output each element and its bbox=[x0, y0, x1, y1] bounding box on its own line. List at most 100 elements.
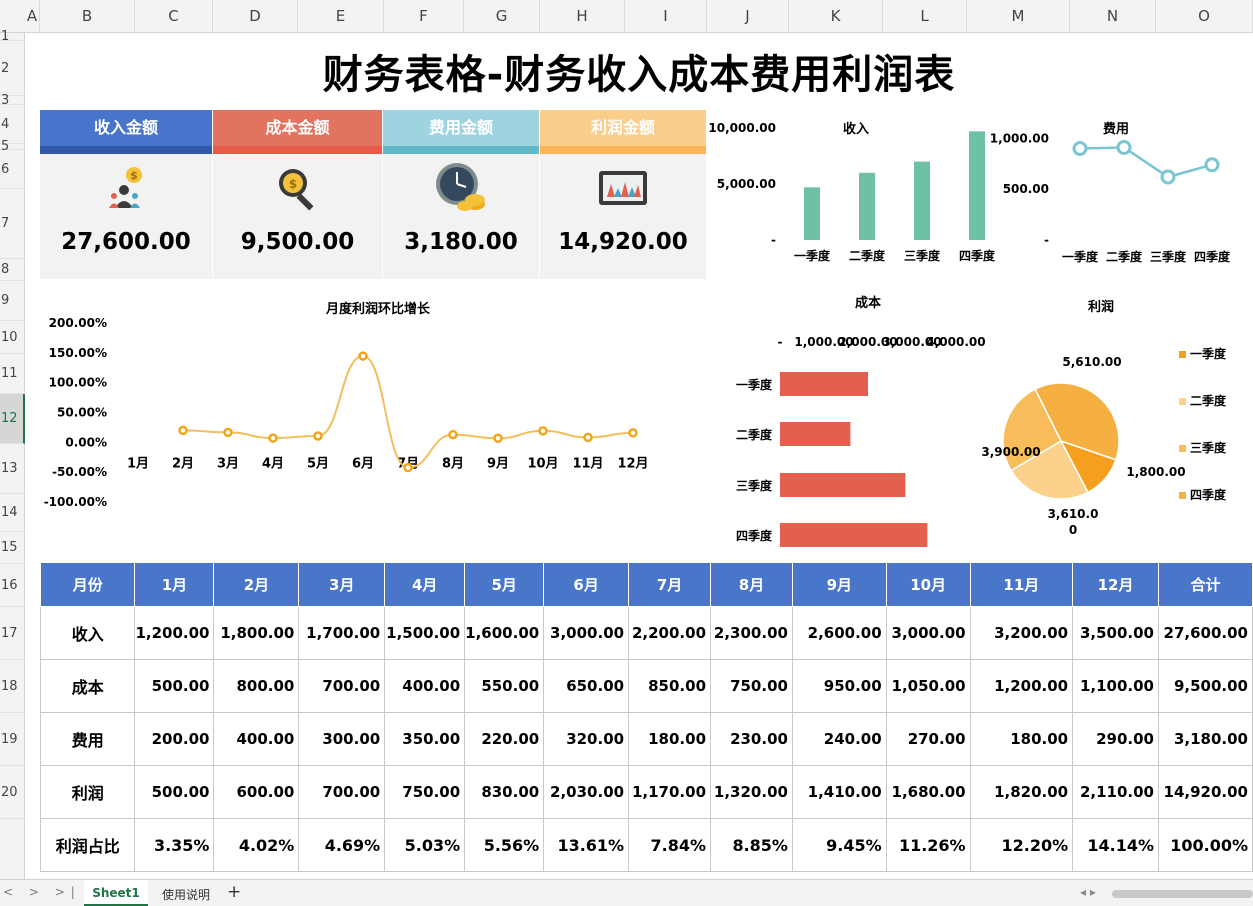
row-header-19[interactable]: 19 bbox=[0, 713, 25, 766]
table-cell[interactable]: 290.00 bbox=[1072, 712, 1159, 766]
table-cell[interactable]: 550.00 bbox=[464, 659, 545, 713]
table-header-cell[interactable]: 8月 bbox=[710, 562, 793, 607]
table-cell[interactable]: 1,200.00 bbox=[969, 659, 1074, 713]
column-header-j[interactable]: J bbox=[707, 0, 789, 33]
table-cell[interactable]: 600.00 bbox=[213, 765, 300, 819]
tab-instructions[interactable]: 使用说明 bbox=[162, 888, 211, 902]
row-header-2[interactable]: 2 bbox=[0, 41, 25, 96]
table-cell[interactable]: 5.03% bbox=[384, 818, 466, 872]
table-cell[interactable]: 200.00 bbox=[134, 712, 215, 766]
table-header-cell[interactable]: 4月 bbox=[384, 562, 466, 607]
table-cell[interactable]: 2,200.00 bbox=[628, 606, 712, 660]
table-cell[interactable]: 11.26% bbox=[885, 818, 971, 872]
table-cell[interactable]: 4.69% bbox=[298, 818, 386, 872]
column-header-f[interactable]: F bbox=[384, 0, 464, 33]
tab-sheet1[interactable]: Sheet1 bbox=[84, 880, 148, 906]
table-cell[interactable]: 1,410.00 bbox=[791, 765, 887, 819]
column-header-o[interactable]: O bbox=[1156, 0, 1253, 33]
table-cell[interactable]: 7.84% bbox=[628, 818, 712, 872]
table-cell[interactable]: 400.00 bbox=[213, 712, 300, 766]
row-label[interactable]: 利润占比 bbox=[39, 818, 136, 872]
table-cell[interactable]: 400.00 bbox=[384, 659, 466, 713]
table-cell[interactable]: 1,170.00 bbox=[628, 765, 712, 819]
table-cell[interactable]: 3,500.00 bbox=[1072, 606, 1159, 660]
table-header-cell[interactable]: 9月 bbox=[791, 562, 887, 607]
table-cell[interactable]: 2,110.00 bbox=[1072, 765, 1159, 819]
column-header-h[interactable]: H bbox=[540, 0, 625, 33]
table-header-cell[interactable]: 合计 bbox=[1157, 562, 1253, 607]
table-cell[interactable]: 3,180.00 bbox=[1157, 712, 1253, 766]
column-header-g[interactable]: G bbox=[464, 0, 540, 33]
table-cell[interactable]: 1,600.00 bbox=[464, 606, 545, 660]
table-cell[interactable]: 3,200.00 bbox=[969, 606, 1074, 660]
table-cell[interactable]: 3.35% bbox=[134, 818, 215, 872]
table-cell[interactable]: 9.45% bbox=[791, 818, 887, 872]
table-cell[interactable]: 750.00 bbox=[710, 659, 793, 713]
table-cell[interactable]: 5.56% bbox=[464, 818, 545, 872]
sheet-nav-arrows[interactable]: < > >| bbox=[3, 885, 81, 899]
table-cell[interactable]: 2,030.00 bbox=[543, 765, 630, 819]
row-header-14[interactable]: 14 bbox=[0, 494, 25, 532]
table-header-cell[interactable]: 月份 bbox=[39, 562, 136, 607]
table-cell[interactable]: 1,500.00 bbox=[384, 606, 466, 660]
table-cell[interactable]: 230.00 bbox=[710, 712, 793, 766]
add-sheet-button[interactable]: + bbox=[227, 882, 242, 902]
row-label[interactable]: 收入 bbox=[39, 606, 136, 660]
table-cell[interactable]: 12.20% bbox=[969, 818, 1074, 872]
table-cell[interactable]: 180.00 bbox=[628, 712, 712, 766]
column-header-m[interactable]: M bbox=[967, 0, 1070, 33]
table-cell[interactable]: 1,820.00 bbox=[969, 765, 1074, 819]
table-cell[interactable]: 220.00 bbox=[464, 712, 545, 766]
table-cell[interactable]: 9,500.00 bbox=[1157, 659, 1253, 713]
table-cell[interactable]: 1,800.00 bbox=[213, 606, 300, 660]
horizontal-scroll-arrows[interactable]: ◂ ▸ bbox=[1080, 885, 1096, 899]
row-header-20[interactable]: 20 bbox=[0, 766, 25, 819]
row-label[interactable]: 利润 bbox=[39, 765, 136, 819]
table-cell[interactable]: 1,700.00 bbox=[298, 606, 386, 660]
row-header-5[interactable]: 5 bbox=[0, 139, 25, 154]
row-header-6[interactable]: 6 bbox=[0, 150, 25, 189]
table-cell[interactable]: 850.00 bbox=[628, 659, 712, 713]
table-cell[interactable]: 1,050.00 bbox=[885, 659, 971, 713]
table-header-cell[interactable]: 1月 bbox=[134, 562, 215, 607]
table-cell[interactable]: 4.02% bbox=[213, 818, 300, 872]
table-cell[interactable]: 14.14% bbox=[1072, 818, 1159, 872]
table-cell[interactable]: 8.85% bbox=[710, 818, 793, 872]
table-cell[interactable]: 13.61% bbox=[543, 818, 630, 872]
row-label[interactable]: 费用 bbox=[39, 712, 136, 766]
row-header-12[interactable]: 12 bbox=[0, 394, 25, 444]
table-cell[interactable]: 950.00 bbox=[791, 659, 887, 713]
row-header-17[interactable]: 17 bbox=[0, 607, 25, 660]
table-cell[interactable]: 1,100.00 bbox=[1072, 659, 1159, 713]
table-cell[interactable]: 1,320.00 bbox=[710, 765, 793, 819]
table-cell[interactable]: 500.00 bbox=[134, 765, 215, 819]
table-cell[interactable]: 700.00 bbox=[298, 659, 386, 713]
table-cell[interactable]: 830.00 bbox=[464, 765, 545, 819]
table-cell[interactable]: 100.00% bbox=[1157, 818, 1253, 872]
table-cell[interactable]: 14,920.00 bbox=[1157, 765, 1253, 819]
column-header-i[interactable]: I bbox=[625, 0, 707, 33]
row-header-8[interactable]: 8 bbox=[0, 259, 25, 281]
table-cell[interactable]: 1,680.00 bbox=[885, 765, 971, 819]
row-header-18[interactable]: 18 bbox=[0, 660, 25, 713]
table-cell[interactable]: 650.00 bbox=[543, 659, 630, 713]
table-cell[interactable]: 500.00 bbox=[134, 659, 215, 713]
table-header-cell[interactable]: 5月 bbox=[464, 562, 545, 607]
column-header-d[interactable]: D bbox=[213, 0, 298, 33]
table-header-cell[interactable]: 3月 bbox=[298, 562, 386, 607]
column-header-k[interactable]: K bbox=[789, 0, 883, 33]
row-header-10[interactable]: 10 bbox=[0, 321, 25, 354]
row-header-15[interactable]: 15 bbox=[0, 532, 25, 564]
column-header-b[interactable]: B bbox=[40, 0, 135, 33]
row-label[interactable]: 成本 bbox=[39, 659, 136, 713]
column-header-c[interactable]: C bbox=[135, 0, 213, 33]
table-header-cell[interactable]: 12月 bbox=[1072, 562, 1159, 607]
table-cell[interactable]: 2,600.00 bbox=[791, 606, 887, 660]
row-header-13[interactable]: 13 bbox=[0, 444, 25, 494]
row-header-4[interactable]: 4 bbox=[0, 105, 25, 144]
row-header-11[interactable]: 11 bbox=[0, 354, 25, 394]
row-header-1[interactable]: 1 bbox=[0, 29, 25, 44]
horizontal-scrollbar[interactable] bbox=[1112, 890, 1253, 898]
row-header-9[interactable]: 9 bbox=[0, 281, 25, 321]
row-header-16[interactable]: 16 bbox=[0, 564, 25, 607]
